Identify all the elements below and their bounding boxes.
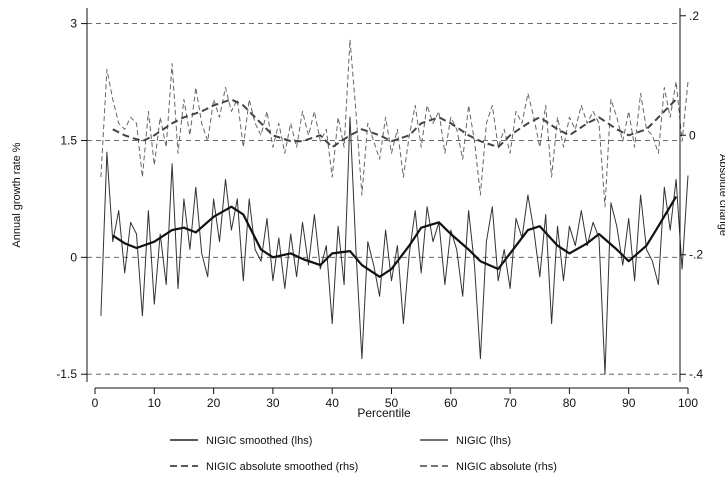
axes: 3 1.5 0 -1.5 .2 0 -.2 -.4 0 10 20 30 40 50 60 70 80 90 100 — [56, 8, 703, 410]
x-tick-label-7: 70 — [503, 396, 517, 410]
legend-label-2: NIGIC absolute smoothed (rhs) — [206, 461, 358, 473]
x-axis-label: Percentile — [357, 406, 411, 420]
y-tick-label-left-0: 3 — [70, 17, 77, 31]
series-line-2 — [112, 98, 677, 149]
y-tick-label-left-2: 0 — [70, 250, 77, 264]
y-tick-label-right-3: -.4 — [689, 367, 703, 381]
y-tick-label-left-1: 1.5 — [60, 133, 77, 147]
gridlines — [87, 23, 680, 375]
x-tick-label-1: 10 — [148, 396, 162, 410]
y-tick-label-right-0: .2 — [689, 9, 699, 23]
x-tick-label-9: 90 — [622, 396, 636, 410]
x-tick-label-5: 50 — [385, 396, 399, 410]
x-tick-label-8: 80 — [563, 396, 577, 410]
x-tick-label-3: 30 — [266, 396, 280, 410]
series-layer — [100, 39, 689, 375]
x-tick-label-10: 100 — [678, 396, 698, 410]
series-line-3 — [100, 39, 689, 208]
y-tick-label-right-1: 0 — [689, 128, 696, 142]
y-tick-label-left-3: -1.5 — [56, 367, 77, 381]
x-tick-label-2: 20 — [207, 396, 221, 410]
x-tick-label-0: 0 — [92, 396, 99, 410]
x-tick-label-6: 60 — [444, 396, 458, 410]
series-line-0 — [112, 196, 678, 278]
series-line-1 — [100, 116, 689, 375]
legend-label-3: NIGIC absolute (rhs) — [456, 461, 557, 473]
x-tick-label-4: 40 — [326, 396, 340, 410]
y-axis-label-left: Annual growth rate % — [11, 142, 23, 247]
y-tick-label-right-2: -.2 — [689, 248, 703, 262]
legend-label-1: NIGIC (lhs) — [456, 435, 511, 447]
legend-label-0: NIGIC smoothed (lhs) — [206, 435, 312, 447]
y-axis-label-right: Absolute change — [717, 154, 725, 236]
legend: NIGIC smoothed (lhs) NIGIC (lhs) NIGIC abs… — [170, 435, 557, 473]
